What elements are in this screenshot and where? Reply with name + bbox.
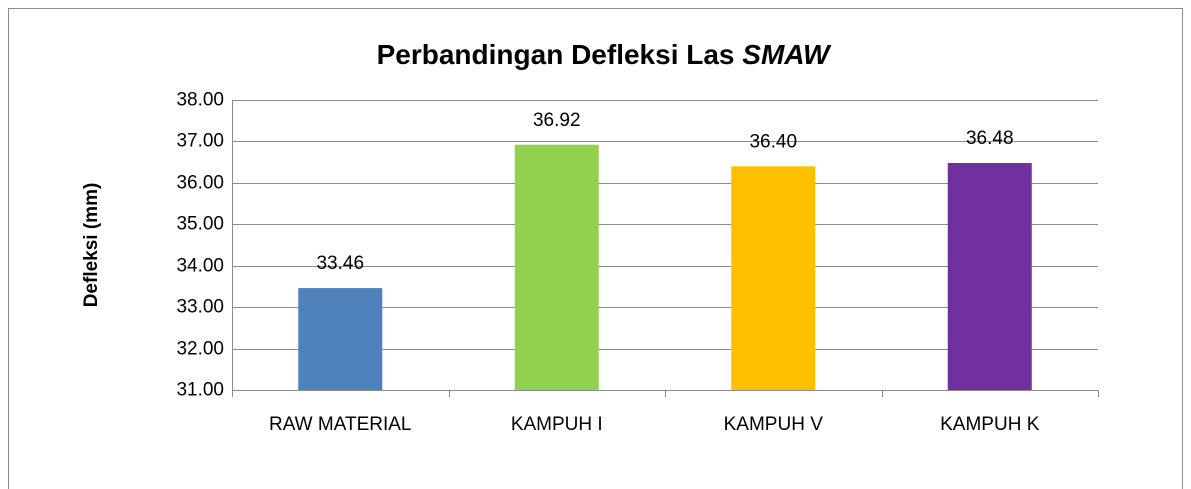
chart-title: Perbandingan Defleksi Las SMAW bbox=[377, 39, 832, 70]
y-tick-label: 38.00 bbox=[176, 90, 224, 111]
y-tick-label: 31.00 bbox=[176, 380, 224, 401]
y-tick-label: 34.00 bbox=[176, 256, 224, 277]
title-text: Perbandingan Defleksi Las bbox=[377, 39, 735, 70]
data-label: 33.46 bbox=[316, 253, 364, 274]
data-label: 36.48 bbox=[966, 128, 1014, 149]
x-tick-label: KAMPUH K bbox=[940, 414, 1040, 435]
bar bbox=[514, 144, 599, 390]
y-tick-label: 33.00 bbox=[176, 297, 224, 318]
title-italic: SMAW bbox=[742, 39, 832, 70]
bar bbox=[298, 288, 383, 390]
y-tick-label: 37.00 bbox=[176, 131, 224, 152]
y-axis-label: Defleksi (mm) bbox=[81, 183, 102, 308]
y-tick-label: 32.00 bbox=[176, 339, 224, 360]
x-tick-label: RAW MATERIAL bbox=[269, 414, 412, 435]
x-tick-label: KAMPUH I bbox=[511, 414, 603, 435]
x-tick-label: KAMPUH V bbox=[724, 414, 824, 435]
data-label: 36.92 bbox=[533, 110, 581, 131]
bar bbox=[947, 162, 1032, 390]
data-label: 36.40 bbox=[749, 131, 797, 152]
y-tick-label: 36.00 bbox=[176, 173, 224, 194]
bar bbox=[731, 166, 816, 390]
y-tick-label: 35.00 bbox=[176, 214, 224, 235]
